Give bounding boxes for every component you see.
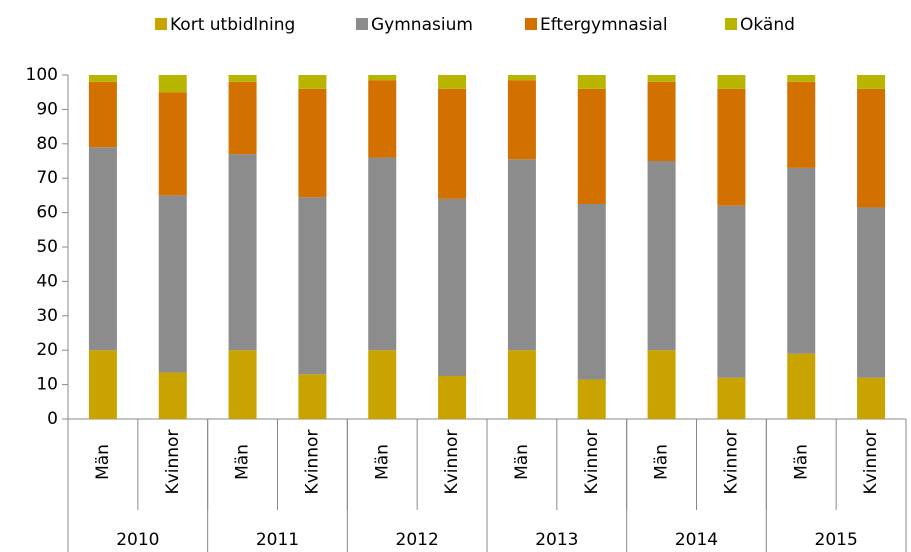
bar-segment xyxy=(158,195,187,373)
bar-segment xyxy=(298,197,327,375)
y-tick-label: 30 xyxy=(36,306,58,326)
x-tick-label: Män xyxy=(93,444,113,480)
x-tick-label: Män xyxy=(791,444,811,480)
bar-segment xyxy=(368,350,397,419)
bar-segment xyxy=(158,372,187,419)
bar-segment xyxy=(507,350,536,419)
bar-segment xyxy=(787,353,816,419)
bar-segment xyxy=(228,75,257,82)
bar-segment xyxy=(368,75,397,81)
x-tick-label: Kvinnor xyxy=(861,430,881,495)
bar-segment xyxy=(88,350,117,419)
x-tick-label: Män xyxy=(233,444,253,480)
bar-segment xyxy=(787,81,816,168)
bar-segment xyxy=(228,350,257,419)
legend-swatch xyxy=(356,18,368,30)
bar-segment xyxy=(577,75,606,89)
bar-segment xyxy=(438,198,467,376)
bar-segment xyxy=(857,75,886,89)
bar-segment xyxy=(577,379,606,419)
legend-swatch xyxy=(155,18,167,30)
y-tick-label: 40 xyxy=(36,271,58,291)
bar-segment xyxy=(507,80,536,160)
bar-segment xyxy=(298,88,327,198)
y-tick-label: 50 xyxy=(36,237,58,257)
bar-segment xyxy=(228,81,257,155)
bar-segment xyxy=(438,88,467,199)
group-label: 2014 xyxy=(675,530,718,550)
bar-segment xyxy=(88,75,117,82)
bar-segment xyxy=(717,377,746,419)
bar-segment xyxy=(717,205,746,378)
bar-segment xyxy=(298,75,327,89)
bar-segment xyxy=(647,81,676,161)
bar-segment xyxy=(507,159,536,351)
bar-segment xyxy=(507,75,536,81)
group-label: 2011 xyxy=(256,530,299,550)
group-label: 2015 xyxy=(815,530,858,550)
bar-segment xyxy=(577,204,606,380)
bar-segment xyxy=(88,147,117,351)
x-tick-label: Kvinnor xyxy=(163,430,183,495)
group-label: 2012 xyxy=(396,530,439,550)
legend-label: Kort utbidlning xyxy=(170,15,295,35)
group-label: 2013 xyxy=(535,530,578,550)
y-tick-label: 70 xyxy=(36,168,58,188)
bar-segment xyxy=(717,75,746,89)
bar-segment xyxy=(787,75,816,82)
bar-segment xyxy=(647,350,676,419)
legend-label: Okänd xyxy=(740,15,795,35)
x-tick-label: Kvinnor xyxy=(721,430,741,495)
y-tick-label: 60 xyxy=(36,203,58,223)
group-label: 2010 xyxy=(116,530,159,550)
x-tick-label: Män xyxy=(652,444,672,480)
bar-segment xyxy=(577,88,606,204)
bar-segment xyxy=(438,376,467,419)
legend-label: Gymnasium xyxy=(371,15,473,35)
bar-segment xyxy=(647,75,676,82)
bar-segment xyxy=(647,161,676,351)
bar-segment xyxy=(88,81,117,148)
x-tick-label: Män xyxy=(372,444,392,480)
bar-segment xyxy=(228,154,257,351)
x-tick-label: Kvinnor xyxy=(302,430,322,495)
y-tick-label: 90 xyxy=(36,99,58,119)
x-tick-label: Män xyxy=(512,444,532,480)
bar-segment xyxy=(857,207,886,378)
bar-segment xyxy=(158,92,187,196)
bar-segment xyxy=(857,88,886,208)
y-tick-label: 20 xyxy=(36,340,58,360)
y-tick-label: 10 xyxy=(36,375,58,395)
bar-segment xyxy=(158,75,187,93)
legend-swatch xyxy=(725,18,737,30)
bar-segment xyxy=(368,80,397,158)
legend-label: Eftergymnasial xyxy=(540,15,668,35)
bar-segment xyxy=(787,167,816,354)
bar-segment xyxy=(438,75,467,89)
bar-segment xyxy=(857,377,886,419)
y-tick-label: 80 xyxy=(36,134,58,154)
y-tick-label: 100 xyxy=(26,65,58,85)
x-tick-label: Kvinnor xyxy=(582,430,602,495)
x-tick-label: Kvinnor xyxy=(442,430,462,495)
bar-segment xyxy=(368,157,397,351)
bar-segment xyxy=(298,374,327,419)
bar-segment xyxy=(717,88,746,206)
y-tick-label: 0 xyxy=(47,409,58,429)
legend-swatch xyxy=(525,18,537,30)
